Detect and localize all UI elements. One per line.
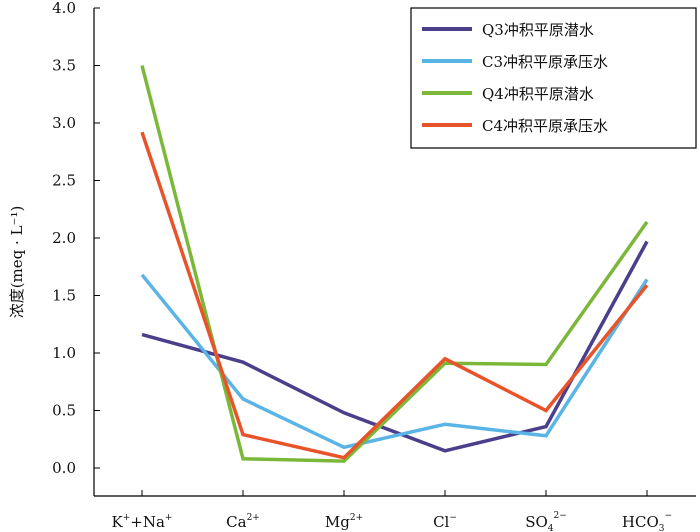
series-line-1 <box>141 240 649 453</box>
x-tick-label: K++Na+ <box>112 513 173 531</box>
x-tick-label: Ca2+ <box>226 513 260 531</box>
legend-label: Q4冲积平原潜水 <box>482 85 594 103</box>
y-tick-label: 0.0 <box>52 459 76 477</box>
legend-label: C4冲积平原承压水 <box>482 117 608 135</box>
y-axis: 0.0 0.5 1.0 1.5 2.0 2.5 3.0 3.5 4.0 <box>52 0 100 496</box>
x-tick-label: Cl− <box>433 513 457 531</box>
legend-label: Q3冲积平原潜水 <box>482 21 594 39</box>
y-axis-title: 浓度(meq · L⁻¹) <box>8 206 26 319</box>
series-line-4 <box>140 131 649 460</box>
y-tick-label: 1.0 <box>52 344 76 362</box>
legend-label: C3冲积平原承压水 <box>482 53 608 71</box>
y-tick-label: 2.5 <box>52 172 76 190</box>
y-tick-label: 1.5 <box>52 287 76 305</box>
y-tick-label: 0.5 <box>52 402 76 420</box>
x-axis: K++Na+ Ca2+ Mg2+ Cl− SO42− HCO3− <box>94 490 696 532</box>
y-tick-label: 4.0 <box>52 0 76 17</box>
y-tick-label: 2.0 <box>52 229 76 247</box>
x-tick-label: SO42− <box>525 511 567 532</box>
legend: Q3冲积平原潜水 C3冲积平原承压水 Q4冲积平原潜水 C4冲积平原承压水 <box>410 7 697 149</box>
series-lines <box>140 65 649 463</box>
series-line-3 <box>140 65 649 463</box>
x-tick-label: HCO3− <box>622 511 672 532</box>
y-tick-label: 3.0 <box>52 114 76 132</box>
y-tick-label: 3.5 <box>52 57 76 75</box>
series-line-2 <box>140 273 649 450</box>
x-tick-label: Mg2+ <box>325 513 363 531</box>
